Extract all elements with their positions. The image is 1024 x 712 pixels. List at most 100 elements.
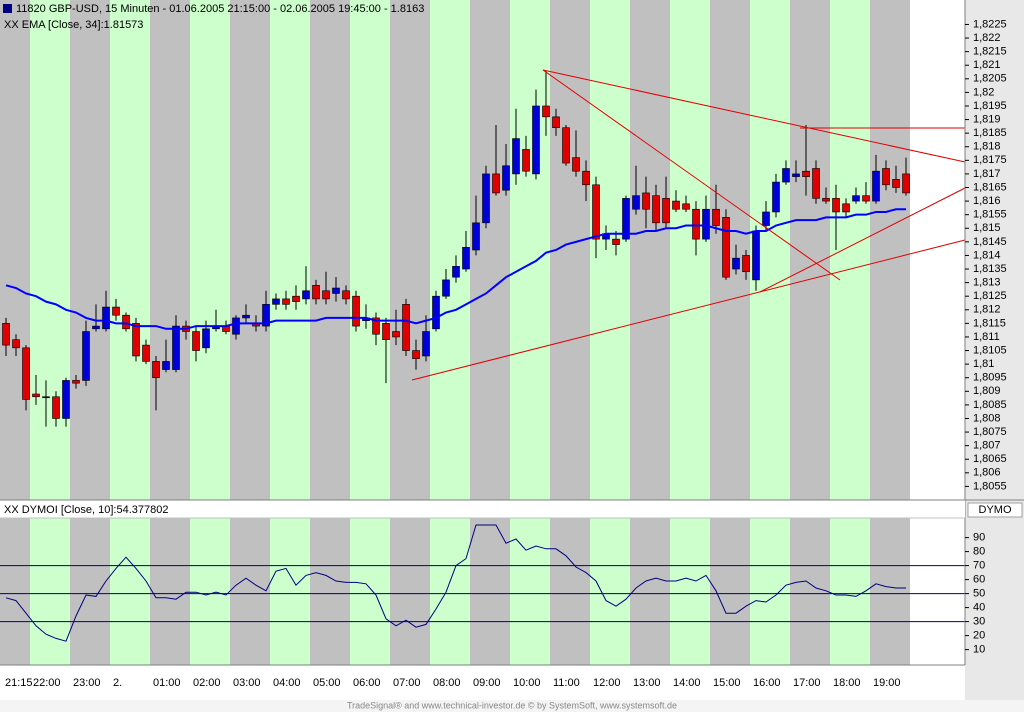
y-tick-label: 1,8215 (973, 46, 1007, 58)
y-tick-label: 1,8115 (973, 317, 1006, 329)
candle-body (352, 295, 360, 327)
candle-body (722, 217, 730, 278)
candle-body (162, 361, 170, 370)
candle-body (692, 208, 700, 240)
x-tick-label: 12:00 (593, 677, 621, 689)
candle-body (482, 173, 490, 224)
candle-body (92, 325, 100, 330)
candle-body (782, 168, 790, 183)
candle-body (422, 331, 430, 357)
candle-body (172, 325, 180, 370)
candle-body (112, 306, 120, 316)
candle-body (842, 203, 850, 213)
y-tick-label: 1,819 (973, 113, 1001, 125)
candle-body (262, 304, 270, 327)
candle-body (242, 314, 250, 319)
candle-body (282, 298, 290, 305)
x-tick-label: 03:00 (233, 677, 261, 689)
x-tick-label: 2. (113, 677, 122, 689)
band (430, 0, 470, 665)
candle-body (332, 287, 340, 294)
candle-body (592, 184, 600, 240)
y-tick-label: 1,814 (973, 249, 1001, 261)
band (270, 0, 310, 665)
y-tick-label: 1,8065 (973, 453, 1007, 465)
candle-body (712, 208, 720, 226)
candle-body (732, 257, 740, 270)
candle-body (532, 105, 540, 175)
x-tick-label: 13:00 (633, 677, 661, 689)
candle-body (752, 230, 760, 281)
x-tick-label: 02:00 (193, 677, 221, 689)
y-tick-label: 1,806 (973, 467, 1001, 479)
band (790, 0, 830, 665)
x-tick-label: 14:00 (673, 677, 701, 689)
candle-body (292, 295, 300, 302)
y-tick-label: 1,811 (973, 331, 1000, 343)
x-tick-label: 07:00 (393, 677, 421, 689)
band (310, 0, 350, 665)
candle-body (582, 170, 590, 186)
candle-body (762, 211, 770, 226)
y-tick-label: 1,8125 (973, 290, 1007, 302)
x-tick-label: 10:00 (513, 677, 541, 689)
time-axis (0, 665, 965, 700)
band (70, 0, 110, 665)
y-tick-label: 40 (973, 602, 985, 614)
candle-body (342, 290, 350, 300)
symbol-icon (3, 4, 12, 13)
y-tick-label: 1,808 (973, 412, 1001, 424)
y-tick-label: 1,8155 (973, 209, 1007, 221)
candle-body (512, 138, 520, 175)
legend-entry: XX EMA [Close, 34]:1.81573 (4, 19, 143, 31)
candle-body (392, 331, 400, 338)
candle-body (272, 298, 280, 305)
candle-body (522, 149, 530, 172)
y-tick-label: 1,81 (973, 358, 994, 370)
y-tick-label: 80 (973, 546, 985, 558)
footer-bar (0, 700, 1024, 712)
chart-title: 11820 GBP-USD, 15 Minuten - 01.06.2005 2… (16, 3, 424, 15)
band (830, 0, 870, 665)
candle-body (892, 179, 900, 188)
candle-body (322, 290, 330, 300)
y-tick-label: 1,8085 (973, 399, 1007, 411)
candle-body (22, 347, 30, 400)
candle-body (502, 165, 510, 191)
candle-body (852, 195, 860, 202)
y-tick-label: 1,8185 (973, 127, 1007, 139)
x-tick-label: 01:00 (153, 677, 181, 689)
axis-label: DYMO (979, 504, 1012, 516)
candle-body (492, 173, 500, 194)
y-tick-label: 1,818 (973, 141, 1001, 153)
x-tick-label: 21:15 (5, 677, 33, 689)
candle-body (612, 238, 620, 245)
price-panel (0, 70, 965, 642)
x-tick-label: 17:00 (793, 677, 821, 689)
candle-body (652, 195, 660, 224)
band (870, 0, 910, 665)
candle-body (2, 323, 10, 346)
y-tick-label: 1,8145 (973, 236, 1007, 248)
y-tick-label: 1,8105 (973, 344, 1007, 356)
candle-body (702, 208, 710, 240)
candle-body (122, 314, 130, 330)
y-tick-label: 1,813 (973, 277, 1001, 289)
candle-body (742, 255, 750, 273)
y-tick-label: 1,82 (973, 86, 994, 98)
candle-body (152, 361, 160, 379)
y-tick-label: 1,812 (973, 304, 1001, 316)
candle-body (462, 246, 470, 270)
candle-body (772, 181, 780, 213)
candle-body (902, 173, 910, 194)
candle-body (812, 168, 820, 199)
candle-body (432, 295, 440, 330)
band (750, 0, 790, 665)
x-tick-label: 16:00 (753, 677, 781, 689)
oscillator-line (5, 524, 906, 642)
ema-line (5, 208, 906, 330)
candle-body (822, 198, 830, 202)
band (590, 0, 630, 665)
y-tick-label: 1,8135 (973, 263, 1007, 275)
